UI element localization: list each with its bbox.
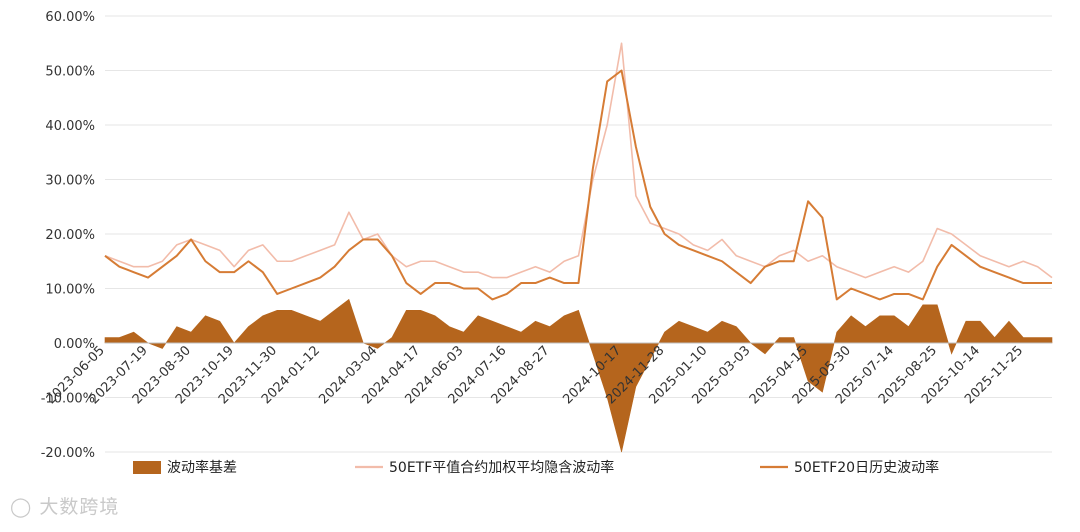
legend-label-spread: 波动率基差: [167, 459, 237, 476]
y-tick-label: 60.00%: [45, 10, 95, 25]
y-tick-label: -20.00%: [41, 446, 95, 461]
legend-label-historical: 50ETF20日历史波动率: [794, 459, 939, 476]
axes: -20.00% -10.00% 0.00% 10.00% 20.00% 30.00% 40.…: [41, 10, 1052, 461]
y-tick-label: 10.00%: [45, 283, 95, 298]
y-tick-label: 0.00%: [54, 337, 95, 352]
watermark: ◯ 大数跨境: [10, 492, 119, 519]
y-tick-label: -10.00%: [41, 392, 95, 407]
watermark-text: 大数跨境: [39, 496, 120, 518]
series-historical-vol-line: [104, 69, 1052, 301]
y-tick-label: 40.00%: [45, 119, 95, 134]
brand-logo-icon: ◯: [10, 496, 33, 518]
legend-swatch-spread: [133, 461, 161, 474]
legend-label-implied: 50ETF平值合约加权平均隐含波动率: [389, 459, 614, 476]
y-tick-label: 20.00%: [45, 228, 95, 243]
y-tick-label: 30.00%: [45, 174, 95, 189]
series-implied-vol-line: [104, 42, 1053, 279]
y-tick-label: 50.00%: [45, 65, 95, 80]
legend: 波动率基差 50ETF平值合约加权平均隐含波动率 50ETF20日历史波动率: [133, 459, 939, 476]
series-lines-layer: [104, 42, 1053, 301]
series-spread-area: [104, 298, 1053, 453]
spread-area-layer: [104, 298, 1053, 453]
